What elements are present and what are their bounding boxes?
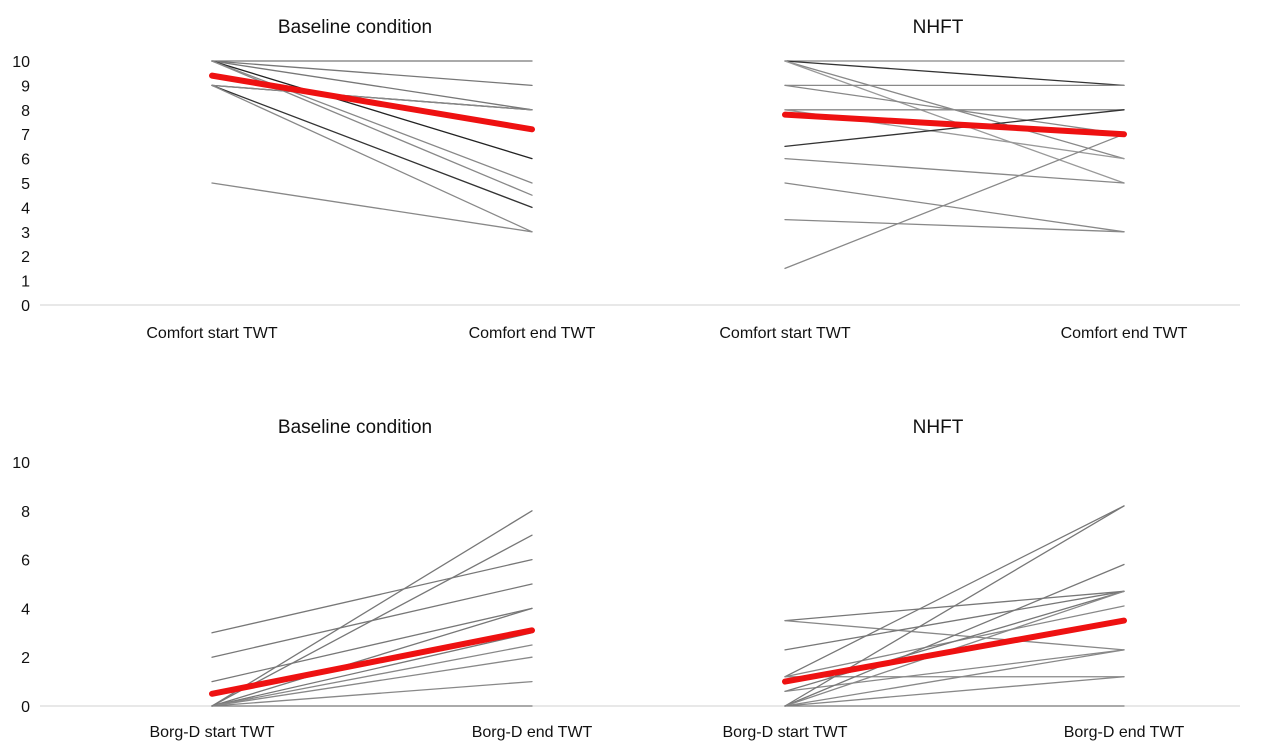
chart3-y-tick-10: 10 — [12, 455, 30, 472]
chart3-category-end: Borg-D end TWT — [472, 724, 593, 741]
chart3-y-tick-0: 0 — [21, 699, 30, 716]
chart3-series-line-7 — [211, 632, 533, 707]
chart3-category-start: Borg-D start TWT — [149, 724, 274, 741]
chart2-category-start: Comfort start TWT — [719, 325, 850, 342]
chart1-series-line-9 — [211, 84, 533, 233]
chart1-y-tick-7: 7 — [21, 127, 30, 144]
chart1-y-tick-10: 10 — [12, 54, 30, 71]
chart1-y-tick-2: 2 — [21, 249, 30, 266]
chart2-category-end: Comfort end TWT — [1061, 325, 1188, 342]
chart2-series-line-10 — [784, 157, 1125, 184]
chart2-series-line-9 — [784, 109, 1125, 148]
chart3-y-tick-6: 6 — [21, 553, 30, 570]
chart1-y-tick-8: 8 — [21, 103, 30, 120]
chart3-y-tick-8: 8 — [21, 504, 30, 521]
chart2-series-line-2 — [784, 60, 1125, 87]
chart2-series-line-13 — [784, 133, 1125, 270]
chart1-y-tick-9: 9 — [21, 78, 30, 95]
chart4-title: NHFT — [913, 417, 964, 438]
chart1-series-line-11 — [211, 182, 533, 233]
chart1-y-tick-1: 1 — [21, 274, 30, 291]
chart4-series-line-13 — [784, 676, 1125, 707]
chart3-mean-line — [209, 627, 535, 697]
chart2-mean-line — [782, 111, 1127, 138]
chart1-title: Baseline condition — [278, 17, 432, 38]
chart4-series-line-12 — [784, 649, 1125, 707]
chart2-series-line-11 — [784, 182, 1125, 233]
chart1-y-tick-0: 0 — [21, 298, 30, 315]
chart4-series-line-10 — [784, 563, 1125, 707]
chart3-series-line-4 — [211, 510, 533, 707]
chart1-category-end: Comfort end TWT — [469, 325, 596, 342]
chart3-series-line-8 — [211, 644, 533, 707]
chart3-series-line-1 — [211, 558, 533, 634]
chart4-series-line-7 — [784, 590, 1125, 693]
chart1-mean-line — [209, 72, 535, 133]
chart1-series-line-4 — [211, 60, 533, 160]
chart1-series-line-5 — [211, 60, 533, 184]
chart2-title: NHFT — [913, 17, 964, 38]
chart4-category-end: Borg-D end TWT — [1064, 724, 1185, 741]
chart3-y-tick-4: 4 — [21, 601, 30, 618]
chart1-series-line-10 — [211, 84, 533, 111]
chart1-series-line-3 — [211, 60, 533, 111]
chart2-series-line-12 — [784, 218, 1125, 233]
chart3-series-line-9 — [211, 656, 533, 707]
chart4-category-start: Borg-D start TWT — [722, 724, 847, 741]
chart4-series-line-8 — [784, 649, 1125, 693]
chart1-y-tick-5: 5 — [21, 176, 30, 193]
chart3-series-line-6 — [211, 607, 533, 707]
chart1-category-start: Comfort start TWT — [146, 325, 277, 342]
chart3-y-tick-2: 2 — [21, 650, 30, 667]
chart1-y-tick-4: 4 — [21, 200, 30, 217]
chart3-series-line-3 — [211, 607, 533, 683]
chart1-y-tick-6: 6 — [21, 152, 30, 169]
chart4-series-line-4 — [784, 505, 1125, 678]
chart3-series-line-10 — [211, 680, 533, 707]
chart3-series-line-5 — [211, 534, 533, 707]
chart1-series-line-8 — [211, 84, 533, 209]
chart1-series-line-2 — [211, 60, 533, 87]
chart1-y-tick-3: 3 — [21, 225, 30, 242]
chart3-title: Baseline condition — [278, 417, 432, 438]
chart4-mean-line — [782, 617, 1127, 685]
chart4-series-line-3 — [784, 590, 1125, 651]
